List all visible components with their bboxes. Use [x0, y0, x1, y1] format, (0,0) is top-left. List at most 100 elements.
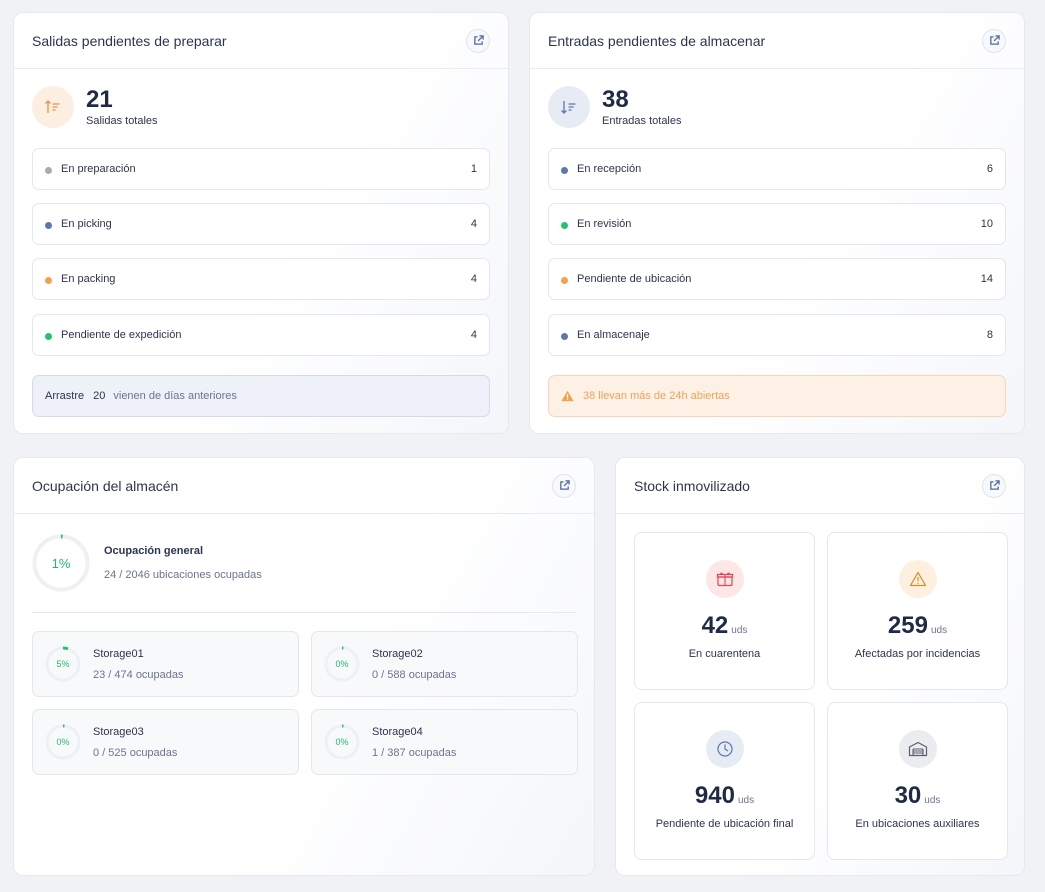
storage-gauge: 0%: [324, 724, 360, 760]
carryover-note: Arrastre 20 vienen de días anteriores: [32, 375, 490, 417]
status-row-expedition[interactable]: Pendiente de expedición 4: [32, 314, 490, 356]
inbound-total: 38: [602, 86, 629, 113]
carryover-label: Arrastre: [45, 390, 85, 402]
status-label: Pendiente de ubicación: [577, 273, 692, 285]
status-count: 4: [470, 329, 477, 341]
stock-card: Stock inmovilizado 42 uds En cuarentena 2…: [615, 457, 1025, 876]
status-dot: [561, 277, 568, 284]
status-dot: [561, 167, 568, 174]
inbound-card-title: Entradas pendientes de almacenar: [548, 32, 766, 49]
storage-name: Storage03: [93, 725, 144, 738]
status-count: 6: [986, 163, 993, 175]
tile-value: 30: [894, 782, 922, 809]
storage-occupancy: 23 / 474 ocupadas: [93, 668, 184, 681]
general-occupancy-percent: 1%: [51, 555, 71, 571]
status-row-review[interactable]: En revisión 10: [548, 203, 1006, 245]
storage-occupancy: 1 / 387 ocupadas: [372, 746, 457, 759]
stock-tile-quarantine[interactable]: 42 uds En cuarentena: [634, 532, 815, 690]
overdue-warning-text: 38 llevan más de 24h abiertas: [583, 390, 730, 402]
gauge-arc: [324, 724, 360, 760]
external-link-icon: [559, 480, 570, 490]
storage-card[interactable]: 5% Storage01 23 / 474 ocupadas: [32, 631, 299, 697]
gauge-arc: [45, 724, 81, 760]
external-link-icon: [473, 35, 484, 45]
status-label: En almacenaje: [577, 329, 650, 341]
status-label: En picking: [61, 218, 112, 230]
status-dot: [561, 222, 568, 229]
carryover-count: 20: [93, 390, 106, 402]
general-occupancy-detail: 24 / 2046 ubicaciones ocupadas: [104, 569, 262, 581]
storage-card[interactable]: 0% Storage03 0 / 525 ocupadas: [32, 709, 299, 775]
storage-gauge: 0%: [45, 724, 81, 760]
status-label: En packing: [61, 273, 116, 285]
status-label: En revisión: [577, 218, 632, 230]
storage-percent: 0%: [335, 659, 349, 669]
status-row-picking[interactable]: En picking 4: [32, 203, 490, 245]
storage-gauge: 5%: [45, 646, 81, 682]
status-count: 14: [980, 273, 993, 285]
outbound-card-title: Salidas pendientes de preparar: [32, 32, 227, 49]
status-count: 4: [470, 218, 477, 230]
warning-icon: [561, 390, 574, 402]
outbound-total: 21: [86, 86, 113, 113]
inbound-card: Entradas pendientes de almacenar 38 Entr…: [529, 12, 1025, 434]
sort-ascending-icon: [32, 86, 74, 128]
general-occupancy: 1% Ocupación general 24 / 2046 ubicacion…: [32, 534, 262, 592]
outbound-total-label: Salidas totales: [86, 115, 158, 127]
inbound-summary: 38 Entradas totales: [548, 86, 682, 128]
open-outbound-button[interactable]: [466, 28, 490, 53]
status-dot: [45, 222, 52, 229]
outbound-summary: 21 Salidas totales: [32, 86, 158, 128]
tile-unit: uds: [731, 625, 748, 636]
overdue-warning: 38 llevan más de 24h abiertas: [548, 375, 1006, 417]
package-icon: [705, 560, 744, 598]
status-count: 1: [470, 163, 477, 175]
status-count: 4: [470, 273, 477, 285]
tile-unit: uds: [930, 625, 948, 636]
warning-icon: [898, 560, 937, 598]
sort-descending-icon: [548, 86, 590, 128]
tile-unit: uds: [737, 795, 755, 806]
storage-name: Storage02: [372, 647, 423, 660]
open-occupancy-button[interactable]: [552, 473, 576, 498]
gauge-arc: [45, 646, 81, 682]
storage-name: Storage04: [372, 725, 423, 738]
status-row-pending-location[interactable]: Pendiente de ubicación 14: [548, 258, 1006, 300]
storage-card[interactable]: 0% Storage02 0 / 588 ocupadas: [311, 631, 578, 697]
status-dot: [45, 333, 52, 340]
outbound-card-header: Salidas pendientes de preparar: [14, 13, 508, 69]
storage-gauge: 0%: [324, 646, 360, 682]
status-row-packing[interactable]: En packing 4: [32, 258, 490, 300]
stock-tile-auxiliary[interactable]: 30 uds En ubicaciones auxiliares: [827, 702, 1008, 860]
occupancy-divider: [32, 612, 576, 613]
carryover-suffix: vienen de días anteriores: [113, 390, 237, 402]
tile-label: En cuarentena: [688, 648, 761, 660]
stock-tile-pending-location[interactable]: 940 uds Pendiente de ubicación final: [634, 702, 815, 860]
occupancy-card-header: Ocupación del almacén: [14, 458, 594, 514]
storage-percent: 0%: [56, 737, 70, 747]
general-occupancy-gauge: 1%: [32, 534, 90, 592]
storage-percent: 5%: [56, 659, 70, 669]
status-row-preparation[interactable]: En preparación 1: [32, 148, 490, 190]
tile-unit: uds: [924, 795, 941, 806]
status-row-storage[interactable]: En almacenaje 8: [548, 314, 1006, 356]
tile-value: 940: [694, 782, 735, 809]
open-stock-button[interactable]: [982, 473, 1006, 498]
external-link-icon: [989, 35, 1000, 45]
storage-name: Storage01: [93, 647, 144, 660]
external-link-icon: [989, 480, 1000, 490]
tile-value: 259: [887, 612, 928, 639]
status-row-reception[interactable]: En recepción 6: [548, 148, 1006, 190]
status-label: En recepción: [577, 163, 642, 175]
gauge-arc: [324, 646, 360, 682]
tile-label: En ubicaciones auxiliares: [855, 818, 980, 830]
tile-label: Pendiente de ubicación final: [655, 818, 794, 830]
stock-card-title: Stock inmovilizado: [634, 477, 750, 494]
stock-tile-incidents[interactable]: 259 uds Afectadas por incidencias: [827, 532, 1008, 690]
gauge-arc: [32, 534, 90, 592]
clock-icon: [705, 730, 744, 768]
open-inbound-button[interactable]: [982, 28, 1006, 53]
status-dot: [45, 277, 52, 284]
status-dot: [45, 167, 52, 174]
storage-card[interactable]: 0% Storage04 1 / 387 ocupadas: [311, 709, 578, 775]
